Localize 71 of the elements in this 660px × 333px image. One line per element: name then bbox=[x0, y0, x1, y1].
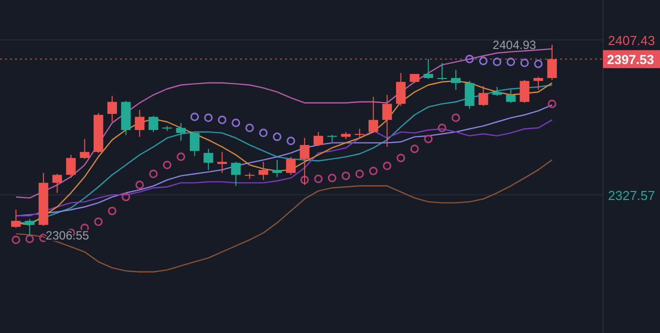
line-series bbox=[15, 48, 553, 199]
candlestick bbox=[368, 96, 378, 134]
candlestick bbox=[52, 173, 62, 194]
point bbox=[190, 112, 199, 122]
candlestick bbox=[506, 89, 516, 104]
candlestick bbox=[231, 161, 241, 186]
candlestick bbox=[424, 58, 434, 80]
line-series bbox=[15, 159, 553, 272]
point bbox=[204, 114, 213, 122]
point bbox=[369, 166, 378, 176]
point bbox=[534, 60, 543, 68]
candlestick bbox=[190, 131, 200, 157]
candlestick bbox=[258, 161, 268, 180]
candlestick bbox=[396, 72, 406, 106]
candlestick bbox=[217, 151, 227, 174]
candlestick bbox=[451, 69, 461, 90]
ref-line-label: 2397.53 bbox=[607, 52, 654, 68]
point bbox=[452, 114, 460, 122]
point bbox=[328, 174, 336, 182]
candlestick bbox=[534, 76, 544, 90]
point bbox=[232, 118, 240, 128]
candlestick bbox=[80, 138, 90, 160]
point bbox=[465, 54, 474, 64]
annotation: 2404.93 bbox=[492, 38, 536, 52]
candlestick bbox=[478, 85, 488, 106]
point bbox=[94, 218, 103, 226]
point bbox=[520, 58, 529, 68]
point bbox=[149, 170, 158, 178]
candlestick bbox=[107, 95, 117, 122]
candlestick bbox=[148, 115, 158, 132]
candlestick bbox=[286, 156, 296, 176]
point bbox=[424, 134, 433, 144]
candlestick bbox=[520, 79, 530, 104]
point bbox=[218, 116, 226, 124]
point bbox=[259, 128, 268, 138]
point bbox=[548, 100, 556, 108]
y-tick-label: 2407.43 bbox=[608, 32, 655, 48]
point bbox=[300, 176, 309, 184]
point bbox=[135, 180, 144, 190]
point bbox=[12, 236, 20, 244]
point bbox=[492, 58, 502, 66]
point bbox=[122, 192, 130, 202]
candlestick bbox=[464, 80, 474, 110]
point bbox=[245, 124, 254, 132]
point bbox=[410, 144, 419, 154]
candlestick bbox=[176, 122, 186, 142]
candlestick bbox=[437, 62, 447, 80]
point bbox=[479, 56, 488, 66]
candlestick bbox=[204, 148, 214, 170]
point bbox=[176, 152, 186, 162]
candlestick bbox=[11, 209, 21, 228]
point bbox=[314, 174, 323, 184]
point bbox=[162, 160, 172, 170]
point bbox=[272, 132, 282, 142]
candlestick bbox=[382, 94, 392, 148]
point bbox=[355, 170, 364, 178]
candlestick bbox=[314, 131, 324, 146]
candlestick bbox=[272, 159, 282, 178]
y-tick-label: 2327.57 bbox=[608, 188, 655, 203]
point bbox=[108, 206, 116, 216]
point bbox=[382, 162, 392, 170]
point bbox=[25, 234, 34, 244]
point bbox=[286, 136, 296, 146]
point bbox=[506, 58, 516, 66]
candlestick bbox=[134, 109, 144, 138]
point bbox=[396, 154, 406, 162]
candlestick bbox=[66, 154, 76, 178]
candlestick bbox=[300, 137, 310, 186]
candlestick bbox=[354, 128, 364, 140]
point bbox=[438, 124, 446, 132]
point bbox=[342, 172, 350, 180]
